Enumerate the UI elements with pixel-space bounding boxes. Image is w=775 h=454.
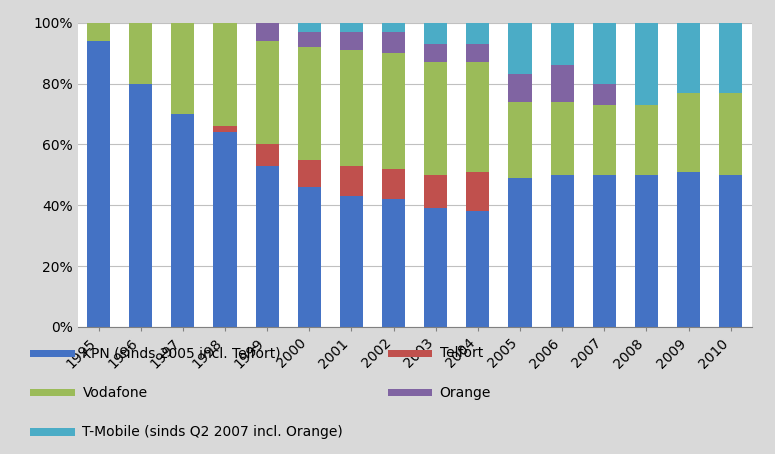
Bar [424,208,447,327]
Bar [593,105,616,175]
Bar [382,169,405,199]
Text: Orange: Orange [439,386,491,400]
Bar [213,132,236,327]
Bar [382,32,405,53]
Text: Vodafone: Vodafone [82,386,147,400]
FancyBboxPatch shape [388,389,432,396]
Bar [213,126,236,132]
Text: KPN (sinds 2005 incl. Telfort): KPN (sinds 2005 incl. Telfort) [82,346,281,360]
Bar [635,105,658,175]
Bar [382,53,405,169]
Bar [550,65,574,102]
Bar [467,23,490,44]
Bar [213,23,236,126]
Bar [508,23,532,74]
Bar [508,178,532,327]
Bar [339,23,363,32]
Bar [171,23,195,114]
Bar [339,32,363,50]
Bar [298,159,321,187]
Bar [256,144,279,166]
Bar [550,102,574,175]
Bar [298,47,321,159]
Bar [424,62,447,175]
Bar [635,175,658,327]
Bar [424,44,447,62]
Bar [635,23,658,105]
Bar [298,32,321,47]
Bar [87,23,110,41]
Bar [382,199,405,327]
Bar [424,23,447,44]
Text: T-Mobile (sinds Q2 2007 incl. Orange): T-Mobile (sinds Q2 2007 incl. Orange) [82,425,343,439]
Bar [593,175,616,327]
FancyBboxPatch shape [388,350,432,357]
Bar [298,187,321,327]
Bar [719,23,742,93]
Bar [593,84,616,105]
Bar [256,166,279,327]
Bar [550,175,574,327]
Bar [719,175,742,327]
FancyBboxPatch shape [30,428,75,436]
Bar [508,74,532,102]
FancyBboxPatch shape [30,350,75,357]
Bar [424,175,447,208]
Bar [550,23,574,65]
Bar [719,93,742,175]
Bar [339,166,363,196]
Bar [298,23,321,32]
Bar [256,23,279,41]
Bar [382,23,405,32]
Bar [508,102,532,178]
Bar [593,23,616,84]
FancyBboxPatch shape [30,389,75,396]
Bar [467,172,490,211]
Bar [467,211,490,327]
Text: Telfort: Telfort [439,346,483,360]
Bar [87,41,110,327]
Bar [677,93,700,172]
Bar [339,196,363,327]
Bar [129,84,153,327]
Bar [339,50,363,166]
Bar [171,114,195,327]
Bar [677,172,700,327]
Bar [677,23,700,93]
Bar [467,44,490,62]
Bar [256,41,279,144]
Bar [129,23,153,84]
Bar [467,62,490,172]
